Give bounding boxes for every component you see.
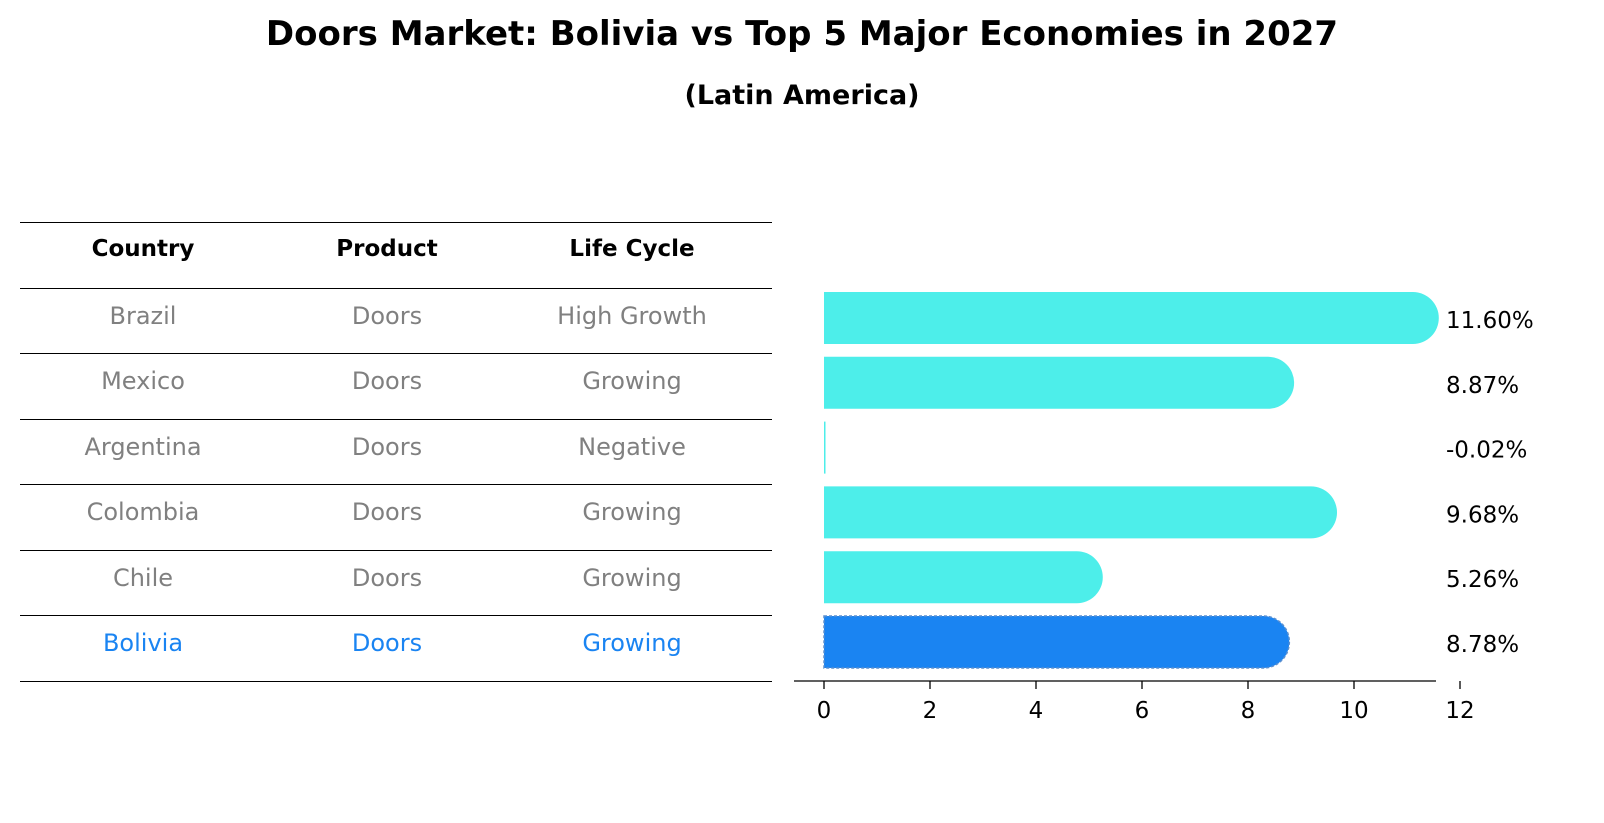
bar-chile: [824, 551, 1103, 604]
x-tick-label: 2: [923, 698, 938, 724]
table-cell: Argentina: [84, 432, 202, 461]
table-cell: Doors: [351, 367, 423, 395]
table-rule: [20, 222, 772, 223]
bar-brazil: [824, 292, 1439, 344]
table-cell: Bolivia: [102, 629, 184, 657]
x-tick-label: 12: [1445, 698, 1474, 724]
value-label: 8.87%: [1446, 373, 1519, 399]
table-header-cell: Product: [336, 236, 438, 262]
table-cell: Growing: [582, 629, 682, 657]
table-rule: [20, 680, 772, 682]
table-header-cell: Life Cycle: [569, 236, 695, 262]
bar-colombia: [824, 486, 1338, 539]
table-cell: Mexico: [101, 367, 185, 395]
value-label: -0.02%: [1446, 438, 1527, 464]
bar-mexico: [824, 356, 1295, 409]
bar-bolivia: [823, 615, 1291, 669]
table-cell: Negative: [578, 432, 686, 461]
table-cell: Doors: [351, 629, 423, 657]
table-cell: Doors: [351, 301, 423, 330]
x-tick-label: 0: [817, 698, 832, 724]
table-rule: [20, 484, 772, 485]
value-label: 9.68%: [1446, 502, 1519, 528]
table-rule: [20, 549, 772, 551]
table-cell: Doors: [351, 432, 423, 461]
table-header-cell: Country: [91, 236, 195, 262]
value-label: 11.60%: [1446, 308, 1534, 334]
table-rule: [20, 418, 772, 420]
table-cell: Doors: [351, 498, 423, 526]
x-tick-label: 8: [1241, 698, 1256, 724]
growth-bar-chart: 11.60% 8.87% -0.02% 9.68% 5.26% 8.78% 0 2 4 6 8 10 1…: [794, 292, 1534, 724]
x-tick-label: 6: [1135, 698, 1150, 724]
table-cell: Colombia: [86, 498, 200, 526]
table-rule: [20, 287, 772, 289]
table-cell: Growing: [582, 367, 682, 395]
table-cell: High Growth: [557, 301, 707, 330]
chart-title: Doors Market: Bolivia vs Top 5 Major Eco…: [265, 14, 1339, 54]
table-cell: Growing: [582, 563, 682, 592]
bar-argentina: [824, 421, 826, 474]
table-cell: Doors: [351, 563, 423, 592]
table-cell: Chile: [112, 563, 174, 592]
table-rule: [20, 353, 772, 354]
value-label: 8.78%: [1446, 632, 1519, 658]
value-label: 5.26%: [1446, 567, 1519, 593]
table-rule: [20, 615, 772, 616]
table-cell: Growing: [582, 498, 682, 526]
x-tick-label: 4: [1029, 698, 1044, 724]
chart-subtitle: (Latin America): [684, 80, 920, 111]
x-tick-label: 10: [1339, 698, 1368, 724]
table-cell: Brazil: [109, 301, 177, 330]
